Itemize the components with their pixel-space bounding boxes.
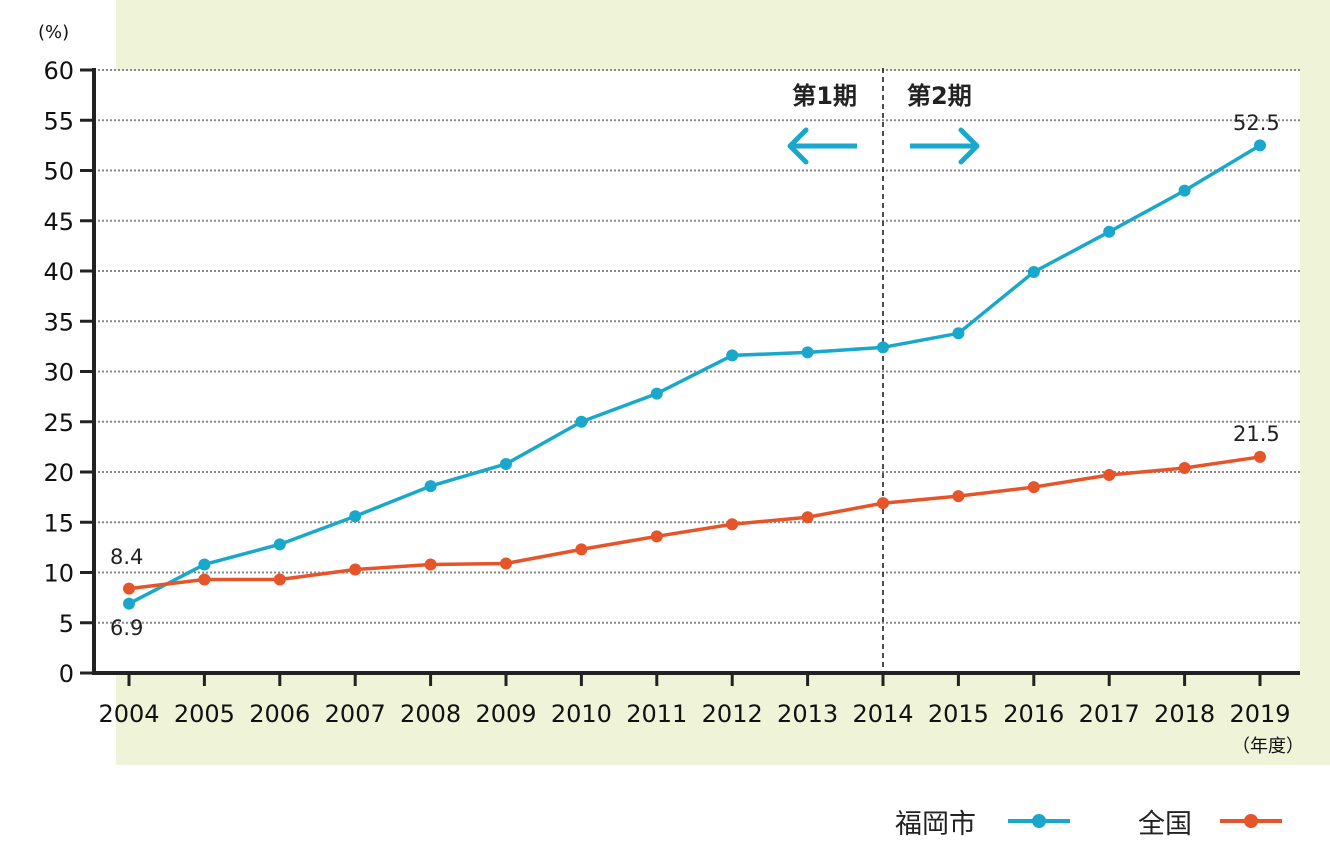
series-line-fukuoka: [128, 143, 1261, 606]
data-point-fukuoka-2018: [1178, 184, 1191, 197]
x-tick-label-2018: 2018: [1154, 700, 1215, 728]
y-tick-label-15: 15: [43, 509, 74, 537]
x-tick-label-2004: 2004: [98, 700, 159, 728]
y-tick-label-45: 45: [43, 208, 74, 236]
data-point-national-2011: [650, 530, 663, 543]
data-point-fukuoka-2004: [123, 597, 135, 610]
data-point-fukuoka-2015: [952, 327, 965, 340]
x-tick-label-2011: 2011: [626, 700, 687, 728]
y-tick-label-20: 20: [43, 459, 74, 487]
data-point-fukuoka-2009: [500, 457, 512, 470]
series-layer: [123, 139, 1266, 610]
data-point-national-2010: [575, 543, 588, 556]
data-point-fukuoka-2006: [273, 538, 286, 551]
y-tick-label-25: 25: [43, 409, 74, 437]
legend-label-fukuoka: 福岡市: [895, 809, 976, 840]
x-tick-label-2010: 2010: [551, 700, 612, 728]
y-tick-label-0: 0: [59, 660, 74, 688]
x-tick-label-2016: 2016: [1003, 700, 1064, 728]
fukuoka-first-value-label: 6.9: [110, 616, 143, 640]
data-point-fukuoka-2005: [198, 558, 211, 571]
x-axis-ticks: 2004 2005 2006 2007 2008 2009 2010 2011 2012 2013…: [98, 673, 1291, 728]
data-point-fukuoka-2010: [575, 415, 588, 428]
data-point-national-2014: [877, 497, 889, 510]
x-tick-label-2012: 2012: [702, 700, 763, 728]
y-tick-label-5: 5: [59, 610, 74, 638]
data-point-fukuoka-2013: [801, 346, 814, 359]
data-point-national-2006: [273, 573, 286, 586]
legend-marker-fukuoka: [1008, 814, 1070, 828]
data-point-national-2009: [500, 557, 512, 570]
data-point-national-2012: [726, 518, 739, 531]
phase1-label: 第1期: [792, 82, 857, 110]
data-point-national-2007: [349, 563, 362, 576]
y-axis-unit-label: (%): [38, 22, 69, 43]
data-point-fukuoka-2016: [1027, 266, 1040, 279]
national-first-value-label: 8.4: [110, 545, 143, 569]
y-tick-label-40: 40: [43, 258, 74, 286]
x-tick-label-2017: 2017: [1079, 700, 1140, 728]
y-tick-label-35: 35: [43, 308, 74, 336]
y-tick-label-60: 60: [43, 57, 74, 85]
data-point-national-2019: [1254, 450, 1266, 463]
x-tick-label-2007: 2007: [325, 700, 386, 728]
data-point-national-2016: [1027, 481, 1040, 494]
data-point-fukuoka-2019: [1254, 139, 1266, 152]
y-tick-label-50: 50: [43, 158, 74, 186]
phase2-arrow-right-icon: [910, 127, 980, 165]
data-point-fukuoka-2007: [349, 510, 362, 523]
data-point-national-2015: [952, 490, 965, 503]
data-point-national-2017: [1103, 469, 1116, 482]
data-point-fukuoka-2014: [877, 341, 889, 354]
national-last-value-label: 21.5: [1233, 422, 1280, 446]
x-axis-unit-label: （年度）: [1232, 736, 1304, 757]
phase2-label: 第2期: [907, 82, 972, 110]
y-tick-label-30: 30: [43, 359, 74, 387]
x-tick-label-2005: 2005: [174, 700, 235, 728]
x-tick-label-2013: 2013: [777, 700, 838, 728]
data-point-national-2018: [1178, 461, 1191, 474]
gridlines: [94, 69, 1300, 624]
y-axis-ticks: 0 5 10 15 20 25 30 35 40 45 50 55 60: [43, 57, 94, 688]
series-line-national: [128, 455, 1261, 591]
x-tick-label-2008: 2008: [400, 700, 461, 728]
data-point-fukuoka-2012: [726, 349, 739, 362]
data-point-fukuoka-2011: [650, 387, 663, 400]
data-point-national-2005: [198, 573, 211, 586]
legend-marker-national: [1220, 814, 1282, 828]
fukuoka-last-value-label: 52.5: [1233, 111, 1280, 135]
data-point-national-2013: [801, 511, 814, 524]
data-point-fukuoka-2017: [1103, 225, 1116, 238]
data-point-fukuoka-2008: [424, 480, 437, 493]
y-tick-label-10: 10: [43, 560, 74, 588]
phase1-arrow-left-icon: [787, 127, 857, 165]
x-tick-label-2006: 2006: [249, 700, 310, 728]
x-tick-label-2015: 2015: [928, 700, 989, 728]
data-point-national-2004: [123, 582, 135, 595]
legend-label-national: 全国: [1138, 809, 1192, 840]
legend: 福岡市 全国: [895, 809, 1282, 840]
y-tick-label-55: 55: [43, 107, 74, 135]
data-point-national-2008: [424, 558, 437, 571]
x-tick-label-2019: 2019: [1229, 700, 1290, 728]
x-tick-label-2009: 2009: [475, 700, 536, 728]
x-tick-label-2014: 2014: [852, 700, 913, 728]
